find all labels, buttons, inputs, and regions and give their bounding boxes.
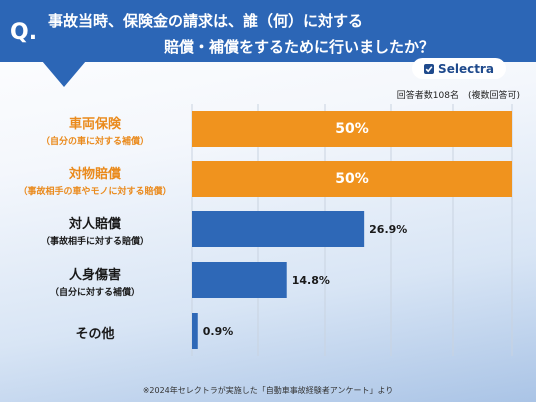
value-label: 50% — [335, 121, 369, 137]
value-label: 26.9% — [369, 223, 408, 236]
category-label: 対人賠償 （事故相手に対する賠償） — [0, 213, 190, 247]
category-label: 車両保険 （自分の車に対する補償） — [0, 113, 190, 147]
category-label: 人身傷害 （自分に対する補償） — [0, 264, 190, 298]
bar — [192, 313, 198, 349]
selectra-logo: Selectra — [412, 58, 506, 79]
question-title-line-2: 賠償・補償をするために行いましたか？ — [164, 38, 435, 56]
category-name: 対物賠償 — [68, 167, 121, 182]
bar — [192, 161, 512, 197]
check-icon — [424, 63, 435, 74]
respondent-count: 回答者数108名 (複数回答可) — [396, 91, 520, 101]
bar — [192, 111, 512, 147]
category-name: 対人賠償 — [68, 217, 121, 232]
speech-bubble-tail — [42, 61, 86, 87]
value-label: 14.8% — [291, 274, 330, 287]
source-note: ※2024年セレクトラが実施した「自動車事故経験者アンケート」より — [142, 386, 394, 395]
category-name: 車両保険 — [68, 117, 121, 132]
category-name: その他 — [75, 327, 115, 342]
bar — [192, 211, 365, 247]
category-label: 対物賠償 （事故相手の車やモノに対する賠償） — [0, 163, 190, 197]
bar — [192, 262, 287, 298]
brand-name: Selectra — [438, 61, 494, 76]
value-label: 0.9% — [202, 325, 234, 338]
category-sublabel: （自分に対する補償） — [49, 288, 140, 298]
category-sublabel: （事故相手の車やモノに対する賠償） — [18, 187, 172, 197]
value-label: 50% — [335, 171, 369, 187]
category-sublabel: （事故相手に対する賠償） — [40, 237, 149, 247]
question-mark-label: Q. — [10, 20, 38, 45]
category-sublabel: （自分の車に対する補償） — [40, 137, 149, 147]
question-title-line-1: 事故当時、保険金の請求は、誰（何）に対する — [48, 12, 364, 30]
question-header: Q. 事故当時、保険金の請求は、誰（何）に対する 賠償・補償をするために行いまし… — [0, 0, 536, 62]
category-label: その他 — [0, 323, 190, 342]
category-name: 人身傷害 — [68, 268, 121, 283]
